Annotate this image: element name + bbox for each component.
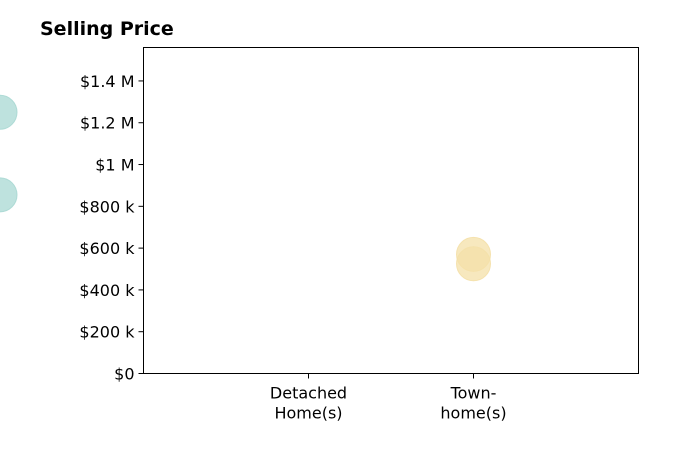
data-point [0,177,18,213]
plot-area-frame [143,47,639,374]
y-tick-label: $600 k [79,239,135,258]
y-tick-label: $800 k [79,197,135,216]
y-tick-label: $1.4 M [80,72,135,91]
x-axis: Detached Home(s) Town-home(s) [270,373,507,423]
y-tick-label: $1.2 M [80,114,135,133]
chart-marks [0,94,491,282]
x-tick-label: Detached Home(s) [270,384,347,423]
y-tick-label: $0 [114,365,134,384]
chart-title: Selling Price [40,18,174,40]
y-tick-label: $200 k [79,323,135,342]
x-tick-label: Town-home(s) [440,384,506,423]
data-point [0,94,18,130]
y-tick-label: $1 M [95,156,134,175]
y-tick-label: $400 k [79,281,135,300]
y-axis: $0 $200 k $400 k $600 k $800 k $1 M $1.2 M $1.4… [79,72,144,384]
data-point [456,246,491,282]
